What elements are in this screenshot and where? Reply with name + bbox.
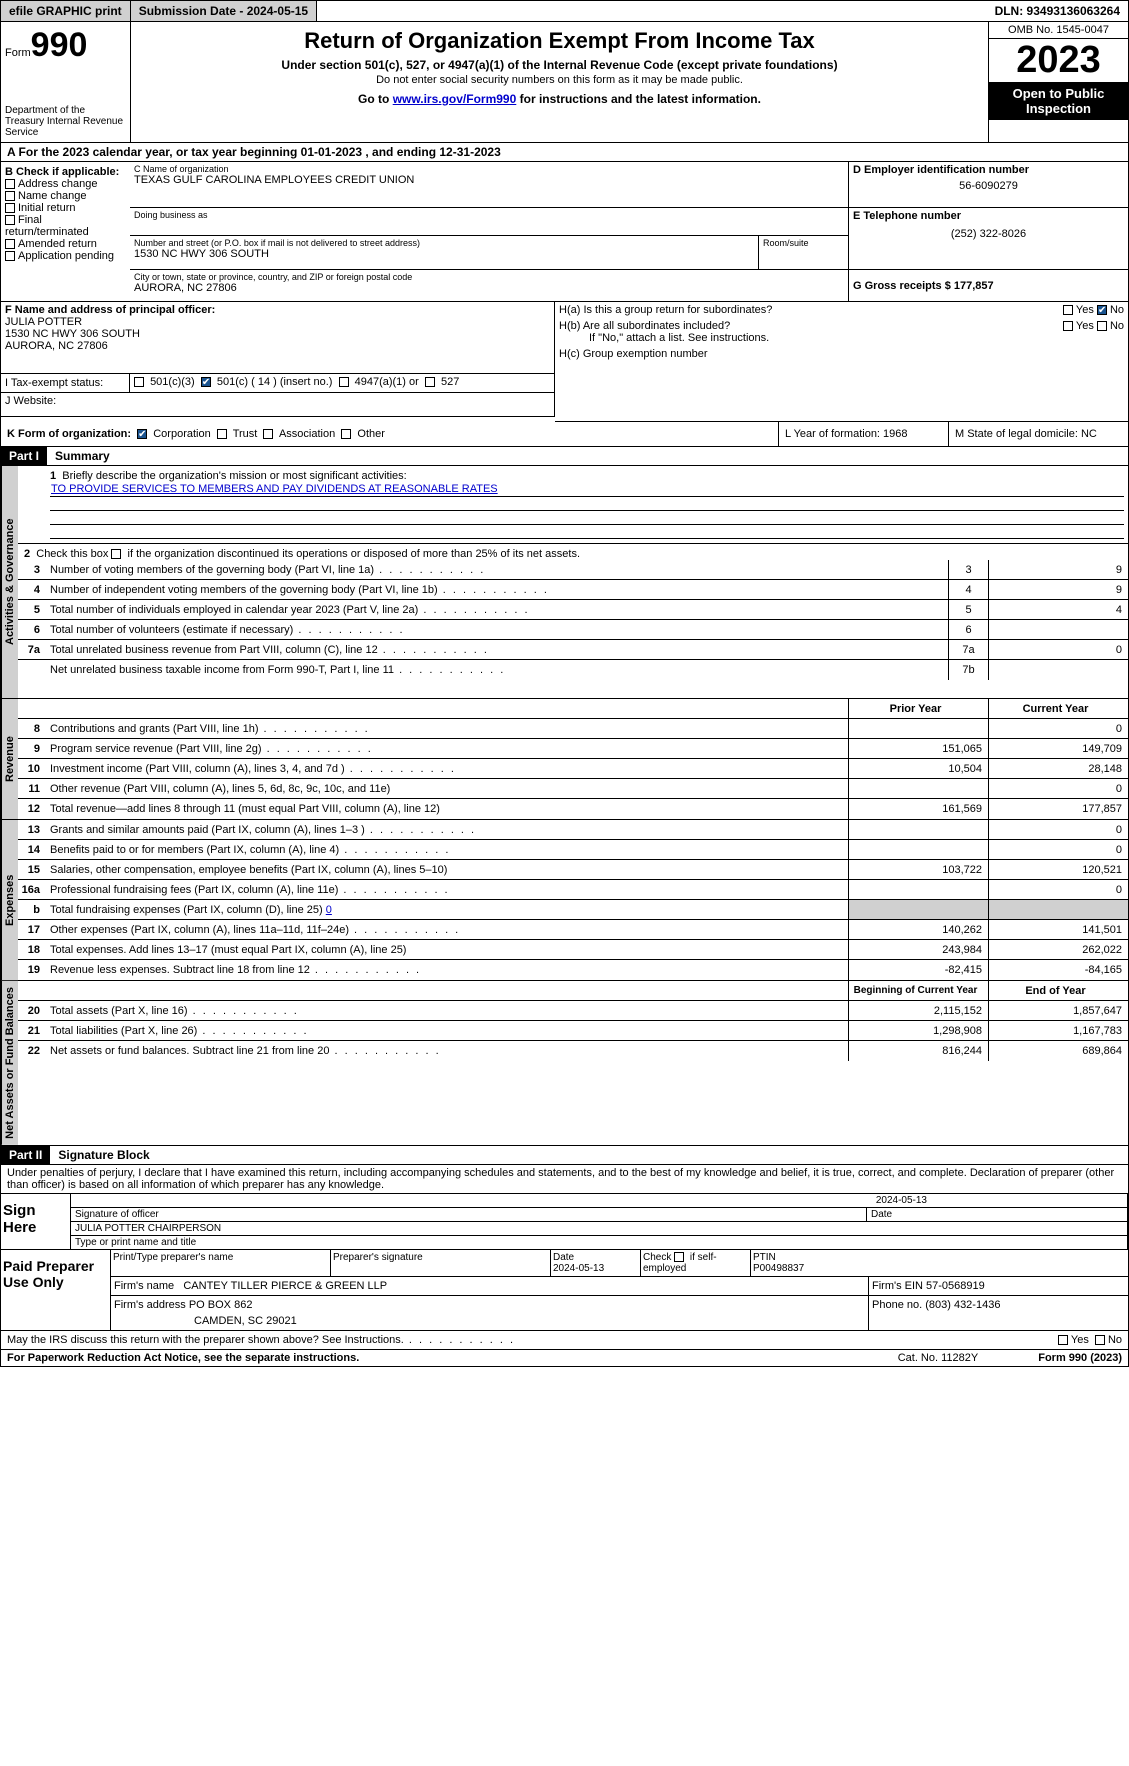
goto-link: Go to www.irs.gov/Form990 for instructio… <box>137 92 982 106</box>
submission-date: Submission Date - 2024-05-15 <box>131 1 317 21</box>
firm-phone: Phone no. (803) 432-1436 <box>868 1296 1128 1330</box>
tab-net-assets: Net Assets or Fund Balances <box>1 981 18 1145</box>
gross-receipts: G Gross receipts $ 177,857 <box>853 280 994 292</box>
form-number: 990 <box>31 26 88 64</box>
subtitle-2: Do not enter social security numbers on … <box>137 74 982 86</box>
website: J Website: <box>1 393 555 417</box>
omb-number: OMB No. 1545-0047 <box>989 22 1128 39</box>
firm-ein: Firm's EIN 57-0568919 <box>868 1277 1128 1295</box>
topbar: efile GRAPHIC print Submission Date - 20… <box>0 0 1129 22</box>
form-title: Return of Organization Exempt From Incom… <box>137 28 982 54</box>
cb-group-no[interactable] <box>1097 305 1107 315</box>
tax-year: 2023 <box>989 39 1128 82</box>
tab-governance: Activities & Governance <box>1 466 18 698</box>
paid-preparer: Paid Preparer Use Only Print/Type prepar… <box>0 1250 1129 1331</box>
part-1-header: Part I Summary <box>0 447 1129 466</box>
ein: 56-6090279 <box>853 180 1124 192</box>
ptin: P00498837 <box>753 1263 804 1274</box>
tab-revenue: Revenue <box>1 699 18 819</box>
part-2-header: Part II Signature Block <box>0 1146 1129 1165</box>
org-name: TEXAS GULF CAROLINA EMPLOYEES CREDIT UNI… <box>134 174 844 186</box>
firm-name: CANTEY TILLER PIERCE & GREEN LLP <box>183 1280 387 1292</box>
officer-name: JULIA POTTER <box>5 316 550 328</box>
page-footer: For Paperwork Reduction Act Notice, see … <box>0 1350 1129 1367</box>
open-public: Open to Public Inspection <box>989 82 1128 120</box>
subtitle-1: Under section 501(c), 527, or 4947(a)(1)… <box>137 58 982 72</box>
form-header: Form990 Department of the Treasury Inter… <box>0 22 1129 143</box>
street-address: 1530 NC HWY 306 SOUTH <box>134 248 754 260</box>
sign-here: Sign Here 2024-05-13 Signature of office… <box>0 1194 1129 1250</box>
dept-treasury: Department of the Treasury Internal Reve… <box>5 105 126 138</box>
year-formation: L Year of formation: 1968 <box>779 422 949 447</box>
cb-corporation[interactable] <box>137 429 147 439</box>
discuss-question: May the IRS discuss this return with the… <box>7 1334 515 1346</box>
checkbox-501c[interactable] <box>201 377 211 387</box>
phone: (252) 322-8026 <box>853 228 1124 240</box>
form-prefix: Form <box>5 47 31 59</box>
penalties-text: Under penalties of perjury, I declare th… <box>0 1165 1129 1194</box>
row-a: A For the 2023 calendar year, or tax yea… <box>0 143 1129 162</box>
box-b: B Check if applicable: Address change Na… <box>0 162 130 302</box>
tab-expenses: Expenses <box>1 820 18 980</box>
city-state-zip: AURORA, NC 27806 <box>134 282 844 294</box>
efile-button[interactable]: efile GRAPHIC print <box>1 1 131 21</box>
dln: DLN: 93493136063264 <box>987 1 1128 21</box>
officer-sig: JULIA POTTER CHAIRPERSON <box>71 1222 1127 1236</box>
state-domicile: M State of legal domicile: NC <box>949 422 1129 447</box>
mission-text: TO PROVIDE SERVICES TO MEMBERS AND PAY D… <box>50 482 1124 497</box>
